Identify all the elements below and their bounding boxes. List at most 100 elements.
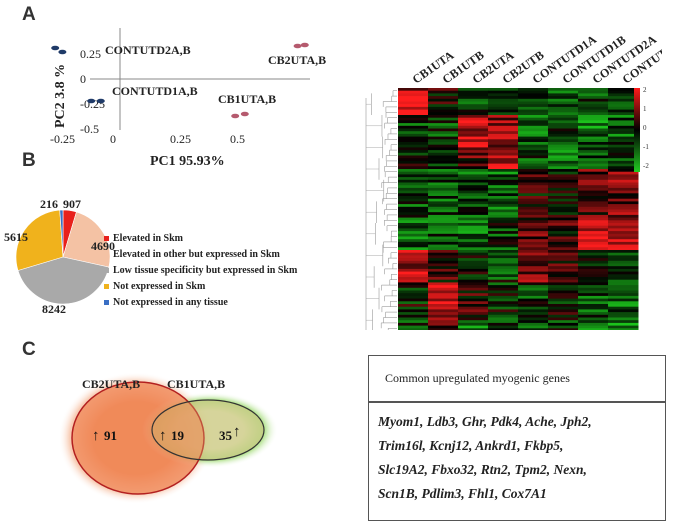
heatmap-cell xyxy=(548,171,579,175)
heatmap-cell xyxy=(458,217,489,221)
heatmap-cell xyxy=(608,158,639,162)
heatmap-cell xyxy=(458,147,489,151)
heatmap-cell xyxy=(488,274,519,278)
heatmap-cell xyxy=(518,266,549,270)
heatmap-cell xyxy=(398,204,429,208)
heatmap-cell xyxy=(518,263,549,267)
heatmap-cell xyxy=(578,325,609,329)
heatmap-cell xyxy=(398,169,429,173)
heatmap-cell xyxy=(548,123,579,127)
heatmap-cell xyxy=(578,185,609,189)
heatmap-cell xyxy=(578,274,609,278)
heatmap-cell xyxy=(488,101,519,105)
heatmap-cell xyxy=(548,166,579,170)
heatmap-cell xyxy=(458,169,489,173)
heatmap-cell xyxy=(428,263,459,267)
heatmap-cell xyxy=(518,185,549,189)
pca-y-tick: 0 xyxy=(80,72,86,86)
heatmap-cell xyxy=(458,231,489,235)
heatmap-cell xyxy=(488,98,519,102)
heatmap-cell xyxy=(488,139,519,143)
heatmap-cell xyxy=(398,115,429,119)
heatmap-cell xyxy=(578,241,609,245)
heatmap-cell xyxy=(488,193,519,197)
heatmap-cell xyxy=(578,228,609,232)
pca-point xyxy=(51,45,60,51)
heatmap-cell xyxy=(398,279,429,283)
heatmap-cell xyxy=(608,298,639,302)
heatmap-cell xyxy=(548,198,579,202)
heatmap-cell xyxy=(428,198,459,202)
pca-x-tick: -0.25 xyxy=(50,132,75,146)
heatmap-cell xyxy=(578,244,609,248)
heatmap-cell xyxy=(458,131,489,135)
heatmap-cell xyxy=(458,279,489,283)
heatmap-cell xyxy=(488,233,519,237)
heatmap-cell xyxy=(398,252,429,256)
heatmap-cell xyxy=(458,104,489,108)
heatmap-cell xyxy=(518,212,549,216)
heatmap-cell xyxy=(458,171,489,175)
heatmap-cell xyxy=(578,225,609,229)
pca-point xyxy=(58,49,67,55)
heatmap-cell xyxy=(488,158,519,162)
heatmap-cell xyxy=(458,206,489,210)
heatmap-cell xyxy=(548,185,579,189)
heatmap-cell xyxy=(428,147,459,151)
heatmap-cell xyxy=(548,174,579,178)
heatmap-cell xyxy=(488,144,519,148)
pie-slice xyxy=(17,256,110,305)
heatmap-cell xyxy=(428,225,459,229)
heatmap-cell xyxy=(608,244,639,248)
heatmap-cell xyxy=(518,136,549,140)
heatmap-cell xyxy=(398,152,429,156)
heatmap-cell xyxy=(398,201,429,205)
heatmap-cell xyxy=(548,93,579,97)
heatmap-cell xyxy=(428,125,459,129)
heatmap-cell xyxy=(398,277,429,281)
heatmap-cell xyxy=(548,182,579,186)
heatmap-cell xyxy=(428,295,459,299)
heatmap-cell xyxy=(458,322,489,326)
heatmap-cell xyxy=(518,174,549,178)
heatmap-cell xyxy=(398,290,429,294)
heatmap-cell xyxy=(458,255,489,259)
heatmap-cell xyxy=(428,309,459,313)
legend-item-elevated-other: Elevated in other but expressed in Skm xyxy=(104,249,280,260)
legend-item-not-expressed: Not expressed in Skm xyxy=(104,281,205,292)
heatmap-cell xyxy=(578,169,609,173)
heatmap-cell xyxy=(458,190,489,194)
pca-point xyxy=(293,43,302,49)
heatmap-cell xyxy=(578,112,609,116)
heatmap-cell xyxy=(398,193,429,197)
heatmap-cell xyxy=(518,163,549,167)
heatmap-cell xyxy=(578,295,609,299)
heatmap-cell xyxy=(458,233,489,237)
heatmap-cell xyxy=(428,236,459,240)
heatmap-cell xyxy=(578,209,609,213)
heatmap-cell xyxy=(548,266,579,270)
heatmap-cell xyxy=(458,285,489,289)
heatmap-cell xyxy=(608,147,639,151)
heatmap-cell xyxy=(488,258,519,262)
heatmap-cell xyxy=(398,88,429,92)
heatmap-cell xyxy=(548,290,579,294)
pca-x-label: PC1 95.93% xyxy=(150,154,225,169)
heatmap-cell xyxy=(608,136,639,140)
heatmap-cell xyxy=(578,320,609,324)
heatmap-cell xyxy=(578,123,609,127)
heatmap-cell xyxy=(548,139,579,143)
heatmap-cell xyxy=(458,325,489,329)
heatmap-cell xyxy=(608,155,639,159)
heatmap-cell xyxy=(518,182,549,186)
heatmap-cell xyxy=(578,258,609,262)
heatmap-cell xyxy=(578,250,609,254)
heatmap-cell xyxy=(428,93,459,97)
heatmap-cell xyxy=(518,150,549,154)
heatmap-cell xyxy=(548,136,579,140)
heatmap-cell xyxy=(608,198,639,202)
heatmap-cell xyxy=(428,155,459,159)
heatmap-cell xyxy=(398,260,429,264)
heatmap-cell xyxy=(518,204,549,208)
heatmap-cell xyxy=(428,206,459,210)
